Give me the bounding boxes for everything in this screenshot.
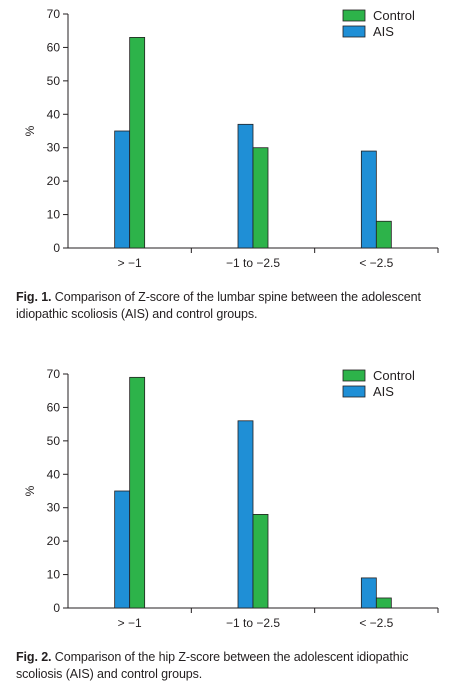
y-tick-label: 60 — [47, 40, 61, 54]
legend-swatch-control — [342, 9, 366, 22]
bar-chart-hip: 0 10 20 30 40 50 60 70% > −1 −1 to −2.5 < −2.5 Cont… — [23, 367, 439, 630]
legend-swatch-ais — [342, 25, 366, 38]
figure-2: 0 10 20 30 40 50 60 70% > −1 −1 to −2.5 < −2.5 Cont… — [0, 360, 460, 697]
y-tick-label: 30 — [47, 501, 61, 515]
bar-control — [129, 376, 146, 609]
bar-chart-lumbar-spine: 0 10 20 30 40 50 60 70% > −1 −1 to −2.5 < −2.5 Cont… — [23, 7, 439, 270]
bar-control — [252, 147, 269, 249]
bar-ais — [360, 577, 377, 609]
legend-swatch-control — [342, 369, 366, 382]
x-tick-label: −1 to −2.5 — [226, 256, 280, 270]
x-tick-label: < −2.5 — [359, 256, 393, 270]
y-tick-label: 20 — [47, 174, 61, 188]
x-tick-label: > −1 — [118, 256, 142, 270]
y-tick-label: 40 — [47, 467, 61, 481]
y-tick-label: 10 — [47, 568, 61, 582]
legend-label-ais: AIS — [373, 384, 394, 399]
bar-ais — [237, 420, 254, 609]
y-tick-label: 60 — [47, 400, 61, 414]
y-tick-label: 50 — [47, 434, 61, 448]
y-tick-label: 70 — [47, 7, 61, 21]
y-tick-label: 0 — [53, 241, 60, 255]
figure-1: 0 10 20 30 40 50 60 70% > −1 −1 to −2.5 < −2.5 Cont… — [0, 0, 460, 340]
caption-label: Fig. 2. — [16, 650, 52, 664]
legend-swatch-ais — [342, 385, 366, 398]
x-tick-label: < −2.5 — [359, 616, 393, 630]
bar-ais — [114, 490, 131, 609]
legend-label-control: Control — [373, 368, 415, 383]
y-axis-label: % — [23, 485, 37, 496]
x-tick-label: −1 to −2.5 — [226, 616, 280, 630]
y-tick-label: 0 — [53, 601, 60, 615]
caption-text: Comparison of Z-score of the lumbar spin… — [16, 290, 421, 321]
legend-label-ais: AIS — [373, 24, 394, 39]
x-tick-label: > −1 — [118, 616, 142, 630]
bar-control — [252, 513, 269, 609]
caption-label: Fig. 1. — [16, 290, 52, 304]
bar-ais — [237, 123, 254, 249]
figure-caption: Fig. 2. Comparison of the hip Z-score be… — [16, 649, 446, 683]
caption-text: Comparison of the hip Z-score between th… — [16, 650, 409, 681]
bar-ais — [114, 130, 131, 249]
y-tick-label: 40 — [47, 107, 61, 121]
y-tick-label: 30 — [47, 141, 61, 155]
legend-label-control: Control — [373, 8, 415, 23]
bar-control — [129, 37, 146, 249]
bar-control — [375, 220, 392, 249]
y-tick-label: 50 — [47, 74, 61, 88]
figure-caption: Fig. 1. Comparison of Z-score of the lum… — [16, 289, 446, 323]
y-axis-label: % — [23, 125, 37, 136]
bar-control — [375, 597, 392, 609]
bar-ais — [360, 150, 377, 249]
y-tick-label: 70 — [47, 367, 61, 381]
y-tick-label: 20 — [47, 534, 61, 548]
y-tick-label: 10 — [47, 208, 61, 222]
